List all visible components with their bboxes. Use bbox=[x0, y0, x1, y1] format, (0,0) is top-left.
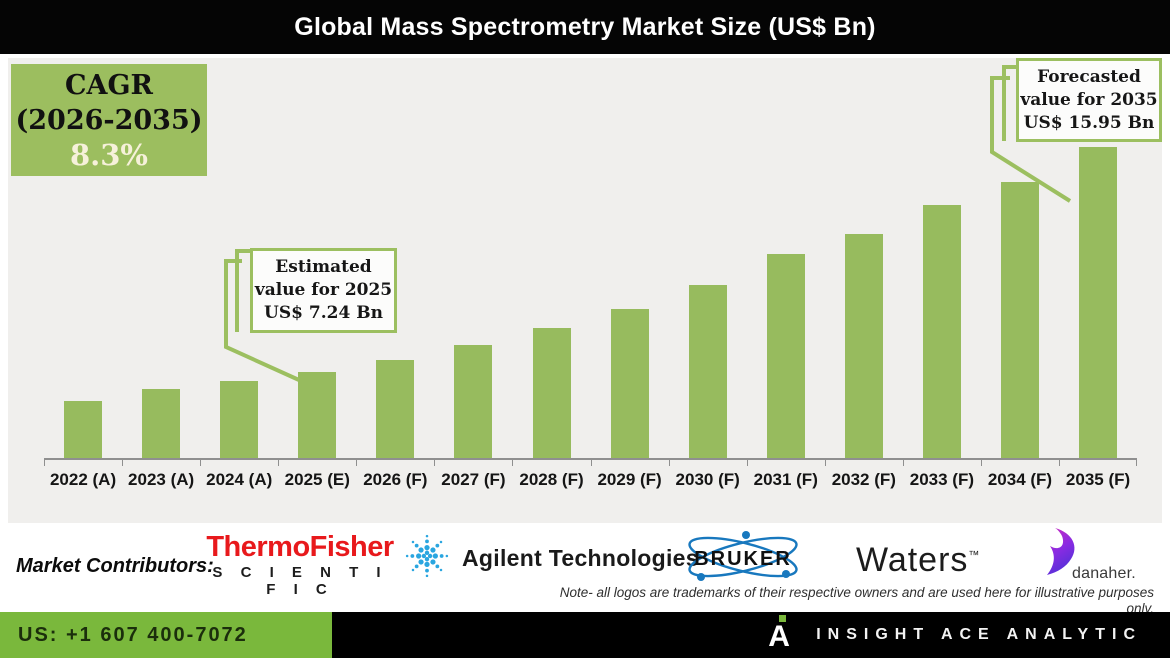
bar-cell bbox=[590, 115, 669, 466]
agilent-wordmark: Agilent Technologies bbox=[462, 545, 699, 571]
logo-letter-a: A bbox=[768, 620, 790, 653]
axis-label: 2028 (F) bbox=[519, 470, 584, 489]
bar-2034 bbox=[1000, 182, 1039, 458]
bruker-orbit-icon bbox=[683, 531, 803, 591]
bar-2022 bbox=[64, 401, 103, 458]
bar-cell bbox=[122, 115, 200, 466]
bruker-wordmark: BRUKER bbox=[694, 548, 792, 570]
forecasted-callout-value: US$ 15.95 Bn bbox=[1023, 112, 1155, 133]
bottom-bar: US: +1 607 400-7072 A INSIGHT ACE ANALYT… bbox=[0, 612, 1170, 658]
axis-label: 2026 (F) bbox=[363, 470, 428, 489]
brand-name: INSIGHT ACE ANALYTIC bbox=[816, 626, 1142, 643]
green-square-icon bbox=[779, 615, 787, 622]
bar-cell bbox=[824, 115, 903, 466]
chart-area: CAGR (2026-2035) 8.3% 2022 (A) 2023 (A) 20… bbox=[8, 58, 1162, 523]
bar-2024 bbox=[220, 381, 259, 458]
agilent-starburst-icon bbox=[404, 533, 450, 584]
brand-block: A INSIGHT ACE ANALYTIC bbox=[768, 612, 1170, 658]
axis-label: 2029 (F) bbox=[597, 470, 662, 489]
forecasted-value-callout: Forecasted value for 2035 US$ 15.95 Bn bbox=[1016, 58, 1162, 142]
agilent-logo: Agilent Technologies bbox=[404, 533, 699, 584]
axis-label: 2031 (F) bbox=[753, 470, 818, 489]
bruker-logo: BRUKER bbox=[683, 527, 803, 587]
cagr-period: (2026-2035) bbox=[15, 104, 203, 136]
cagr-label: CAGR bbox=[65, 69, 153, 101]
bar-2025 bbox=[298, 372, 337, 458]
axis-label: 2030 (F) bbox=[675, 470, 740, 489]
forecasted-callout-line2: value for 2035 bbox=[1020, 89, 1158, 110]
estimated-callout-line2: value for 2025 bbox=[254, 280, 393, 300]
bar-2027 bbox=[454, 345, 493, 458]
bar-cell bbox=[746, 115, 825, 466]
thermo-scientific-text: S C I E N T I F I C bbox=[212, 564, 388, 598]
bar-cell bbox=[200, 115, 278, 466]
estimated-callout-line1: Estimated bbox=[275, 257, 372, 277]
axis-label: 2035 (F) bbox=[1065, 470, 1131, 489]
bar-2026 bbox=[376, 360, 415, 458]
bar-2035 bbox=[1079, 147, 1118, 458]
cagr-value: 8.3% bbox=[69, 137, 148, 172]
waters-logo: Waters™ bbox=[856, 541, 980, 580]
bar-cell bbox=[1059, 115, 1138, 466]
bar-cell bbox=[980, 115, 1059, 466]
thermo-fisher-wordmark: ThermoFisher bbox=[206, 531, 394, 563]
danaher-wordmark: danaher. bbox=[1072, 565, 1136, 582]
bar-cell bbox=[668, 115, 747, 466]
waters-tm: ™ bbox=[968, 549, 981, 562]
bar-2029 bbox=[610, 309, 649, 458]
insight-ace-logo-mark: A bbox=[768, 614, 798, 656]
danaher-logo: danaher. bbox=[1040, 527, 1150, 583]
market-contributors-label: Market Contributors: bbox=[16, 555, 214, 577]
phone-block: US: +1 607 400-7072 bbox=[0, 612, 332, 658]
bar-2032 bbox=[844, 234, 883, 458]
trademark-note-line1: Note- all logos are trademarks of their … bbox=[559, 585, 1154, 600]
forecasted-callout-line1: Forecasted bbox=[1037, 66, 1141, 87]
contributors-footer: Market Contributors: ThermoFisher S C I … bbox=[0, 523, 1170, 616]
axis-label: 2024 (A) bbox=[206, 470, 273, 489]
bar-cell bbox=[278, 115, 356, 466]
phone-number: US: +1 607 400-7072 bbox=[18, 623, 248, 646]
axis-label: 2032 (F) bbox=[831, 470, 896, 489]
axis-label: 2034 (F) bbox=[987, 470, 1053, 489]
axis-label: 2023 (A) bbox=[128, 470, 195, 489]
bar-cell bbox=[356, 115, 434, 466]
thermo-fisher-logo: ThermoFisher S C I E N T I F I C bbox=[205, 531, 395, 599]
page-title: Global Mass Spectrometry Market Size (US… bbox=[294, 12, 876, 41]
estimated-value-callout: Estimated value for 2025 US$ 7.24 Bn bbox=[250, 248, 397, 333]
axis-labels: 2022 (A) 2023 (A) 2024 (A) 2025 (E) 2026 (F)… bbox=[44, 470, 1137, 490]
bar-cell bbox=[434, 115, 512, 466]
bar-cell bbox=[902, 115, 981, 466]
waters-wordmark: Waters bbox=[856, 541, 969, 579]
bars-row bbox=[44, 115, 1138, 466]
axis-label: 2025 (E) bbox=[284, 470, 350, 489]
bar-2031 bbox=[766, 254, 805, 458]
estimated-callout-value: US$ 7.24 Bn bbox=[264, 303, 383, 323]
axis-label: 2027 (F) bbox=[441, 470, 506, 489]
bar-cell bbox=[512, 115, 590, 466]
axis-label: 2033 (F) bbox=[909, 470, 975, 489]
danaher-swoosh-icon bbox=[1040, 528, 1084, 581]
title-bar: Global Mass Spectrometry Market Size (US… bbox=[0, 0, 1170, 54]
cagr-box: CAGR (2026-2035) 8.3% bbox=[11, 64, 207, 176]
axis-label: 2022 (A) bbox=[49, 470, 117, 489]
bar-cell bbox=[44, 115, 122, 466]
bar-2033 bbox=[922, 205, 961, 458]
bar-2023 bbox=[142, 389, 181, 458]
bar-2030 bbox=[688, 285, 727, 458]
bar-2028 bbox=[532, 328, 571, 458]
